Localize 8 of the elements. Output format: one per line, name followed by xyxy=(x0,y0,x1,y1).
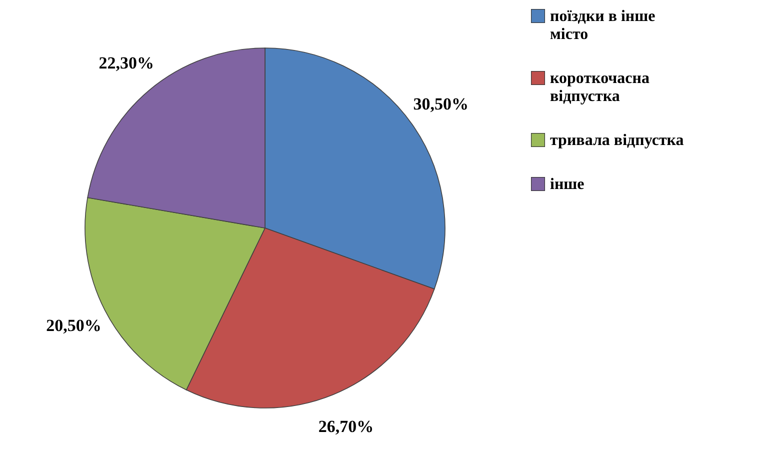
legend-label: інше xyxy=(550,176,584,193)
data-label: 30,50% xyxy=(413,94,469,114)
legend-label: тривала відпустка xyxy=(550,132,684,149)
data-label: 20,50% xyxy=(46,316,102,336)
data-label: 22,30% xyxy=(98,54,154,73)
legend-label: короткочасна відпустка xyxy=(550,70,650,105)
data-label: 26,70% xyxy=(318,417,374,436)
legend-label: поїздки в інше місто xyxy=(550,8,656,43)
